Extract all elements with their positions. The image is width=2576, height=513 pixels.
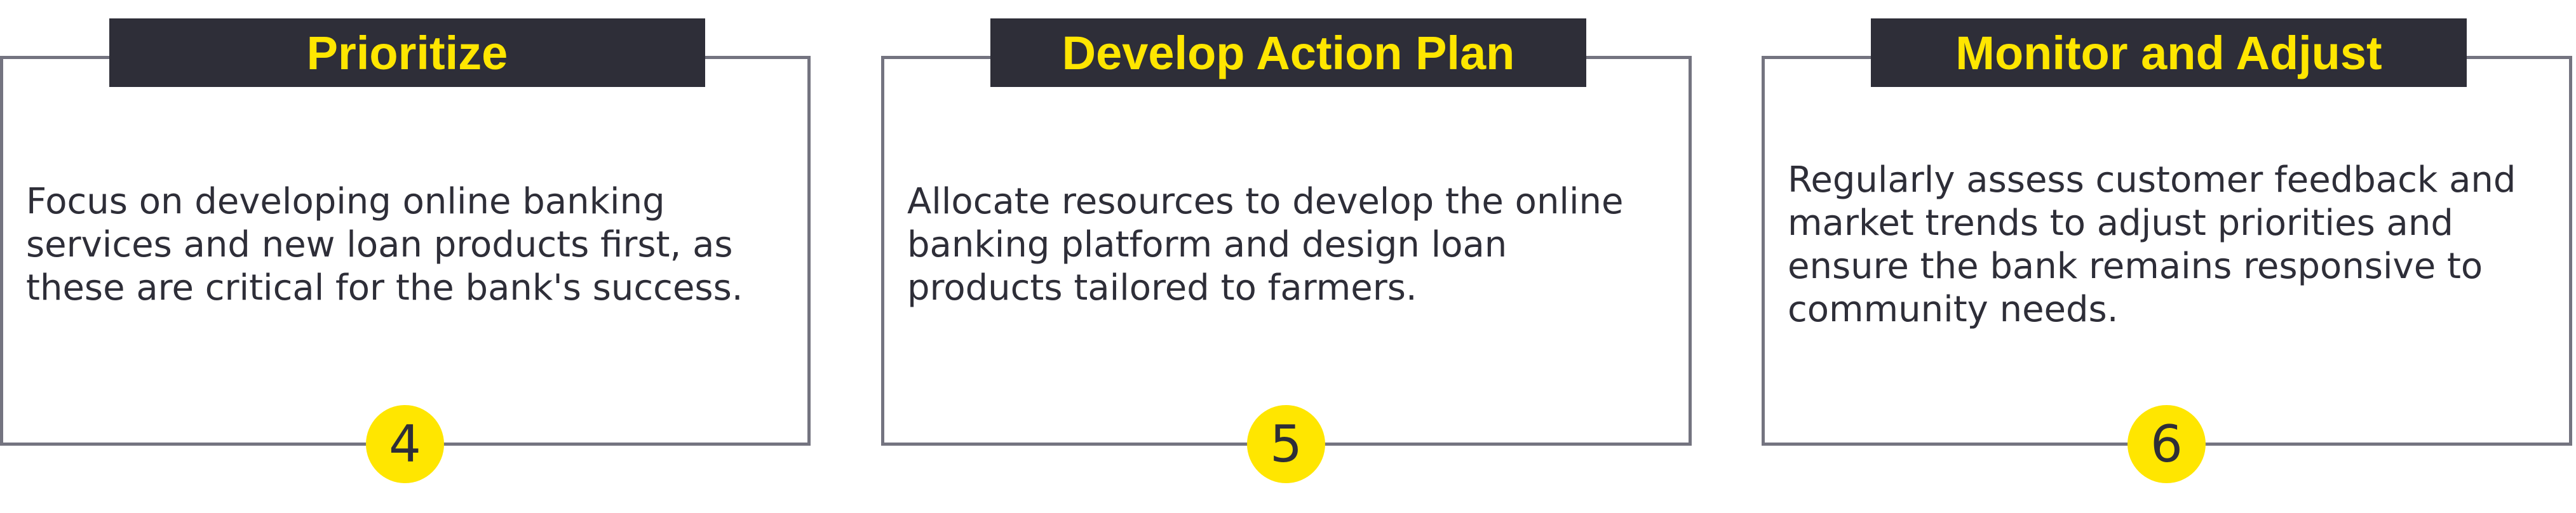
step-description: Allocate resources to develop the online… (907, 181, 1624, 309)
step-description: Focus on developing online banking servi… (26, 181, 743, 309)
step-card-develop-action-plan: Develop Action Plan Allocate resources t… (881, 18, 1692, 483)
step-title: Monitor and Adjust (1871, 18, 2467, 87)
step-number-badge: 4 (366, 405, 444, 483)
step-card-monitor-and-adjust: Monitor and Adjust Regularly assess cust… (1762, 18, 2572, 483)
step-number-badge: 6 (2128, 405, 2206, 483)
step-description-container: Allocate resources to develop the online… (907, 59, 1666, 443)
step-card-prioritize: Prioritize Focus on developing online ba… (0, 18, 811, 483)
step-title: Prioritize (109, 18, 705, 87)
step-description: Regularly assess customer feedback and m… (1788, 159, 2516, 330)
step-title: Develop Action Plan (990, 18, 1586, 87)
step-description-container: Focus on developing online banking servi… (26, 59, 785, 443)
step-number-badge: 5 (1247, 405, 1325, 483)
step-description-container: Regularly assess customer feedback and m… (1788, 59, 2546, 443)
